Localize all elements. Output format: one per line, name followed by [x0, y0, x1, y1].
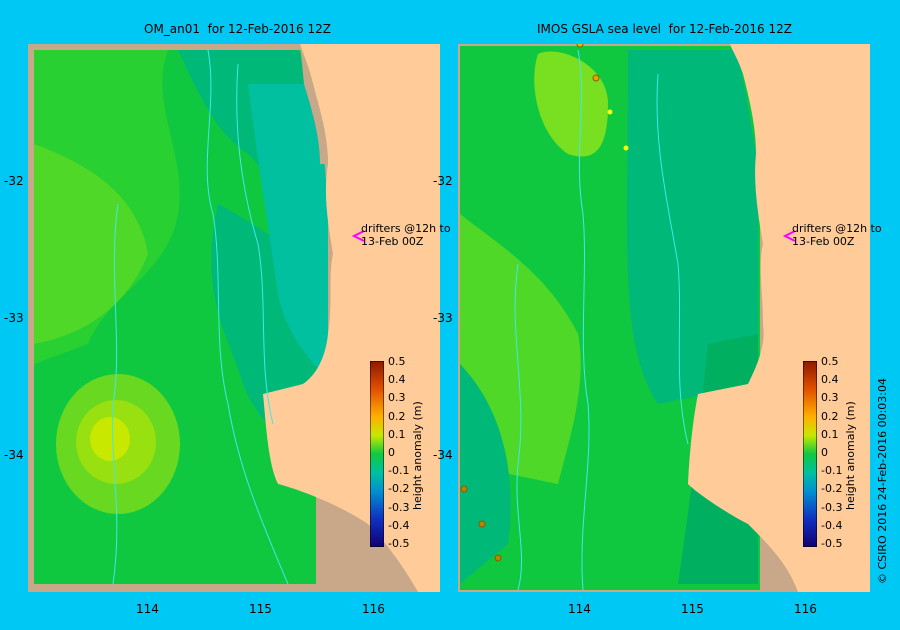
lon-tick: 115	[681, 602, 704, 616]
colorbar-tick-label: -0.2	[388, 482, 410, 496]
colorbar-tick-label: -0.3	[388, 500, 410, 514]
lat-tick: -33	[4, 311, 24, 325]
lon-tick: 116	[362, 602, 385, 616]
right-map-svg	[458, 44, 870, 592]
right-drifter-note-line1: drifters @12h to	[792, 222, 882, 235]
left-drifter-note-line2: 13-Feb 00Z	[361, 235, 424, 248]
colorbar-tick-label: -0.5	[388, 537, 410, 550]
lon-tick: 114	[568, 602, 591, 616]
lat-tick: -33	[433, 311, 453, 325]
right-map-panel	[458, 44, 870, 592]
colorbar-tick-label: 0.2	[821, 409, 839, 423]
lon-tick: 114	[136, 602, 159, 616]
left-map-title: OM_an01 for 12-Feb-2016 12Z	[144, 22, 331, 36]
left-drifter-note: drifters @12h to 13-Feb 00Z	[361, 222, 451, 248]
lat-tick: -32	[4, 174, 24, 188]
colorbar-tick-label: 0	[388, 446, 395, 459]
right-drifter-note-line2: 13-Feb 00Z	[792, 235, 855, 248]
lon-tick: 115	[249, 602, 272, 616]
lat-tick: -32	[433, 174, 453, 188]
left-map-panel	[28, 44, 440, 592]
right-map-title: IMOS GSLA sea level for 12-Feb-2016 12Z	[537, 22, 792, 36]
colorbar-tick-label: -0.2	[821, 482, 843, 496]
colorbar-tick-label: -0.4	[821, 518, 843, 532]
colorbar-tick-label: 0.3	[388, 391, 406, 405]
right-colorbar	[803, 361, 817, 547]
left-colorbar	[370, 361, 384, 547]
colorbar-tick-label: 0.2	[388, 409, 406, 423]
lon-tick: 116	[794, 602, 817, 616]
colorbar-tick-label: 0.4	[388, 373, 406, 387]
lat-tick: -34	[4, 448, 24, 462]
colorbar-tick-label: 0.4	[821, 373, 839, 387]
colorbar-tick-label: 0.1	[388, 427, 406, 441]
colorbar-tick-label: -0.4	[388, 518, 410, 532]
right-drifter-note: drifters @12h to 13-Feb 00Z	[792, 222, 882, 248]
colorbar-tick-label: -0.1	[821, 464, 843, 478]
colorbar-tick-label: 0.5	[821, 355, 839, 368]
colorbar-tick-label: -0.1	[388, 464, 410, 478]
left-drifter-note-line1: drifters @12h to	[361, 222, 451, 235]
drifter-arrow-icon	[351, 230, 365, 242]
colorbar-tick-label: 0	[821, 446, 828, 459]
drifter-arrow-icon	[782, 230, 796, 242]
left-colorbar-title: height anomaly (m)	[411, 401, 424, 510]
right-colorbar-title: height anomaly (m)	[844, 401, 857, 510]
colorbar-tick-label: -0.3	[821, 500, 843, 514]
colorbar-tick-label: 0.3	[821, 391, 839, 405]
credit-text: © CSIRO 2016 24-Feb-2016 00:03:04	[876, 378, 889, 584]
colorbar-tick-label: 0.1	[821, 427, 839, 441]
colorbar-tick-label: 0.5	[388, 355, 406, 368]
lat-tick: -34	[433, 448, 453, 462]
left-map-svg	[28, 44, 440, 592]
colorbar-tick-label: -0.5	[821, 537, 843, 550]
